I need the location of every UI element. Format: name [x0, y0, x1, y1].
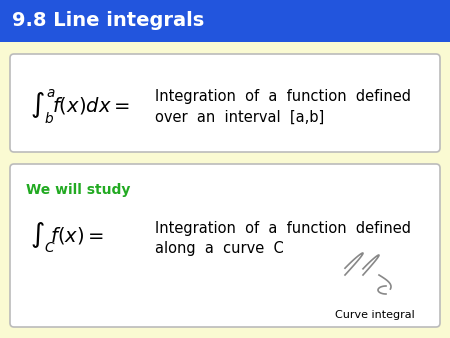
Text: Curve integral: Curve integral — [335, 310, 415, 320]
Text: along  a  curve  C: along a curve C — [155, 241, 284, 256]
FancyBboxPatch shape — [10, 164, 440, 327]
FancyBboxPatch shape — [10, 54, 440, 152]
Text: $\int_b^a\! f(x)dx=$: $\int_b^a\! f(x)dx=$ — [30, 88, 130, 126]
Bar — [0, 0, 450, 42]
Text: Integration  of  a  function  defined: Integration of a function defined — [155, 90, 411, 104]
Text: 9.8 Line integrals: 9.8 Line integrals — [12, 11, 204, 30]
Text: over  an  interval  [a,b]: over an interval [a,b] — [155, 110, 324, 124]
Text: $\int_C\! f(x)=$: $\int_C\! f(x)=$ — [30, 221, 104, 255]
Text: Integration  of  a  function  defined: Integration of a function defined — [155, 220, 411, 236]
Text: We will study: We will study — [26, 183, 130, 197]
